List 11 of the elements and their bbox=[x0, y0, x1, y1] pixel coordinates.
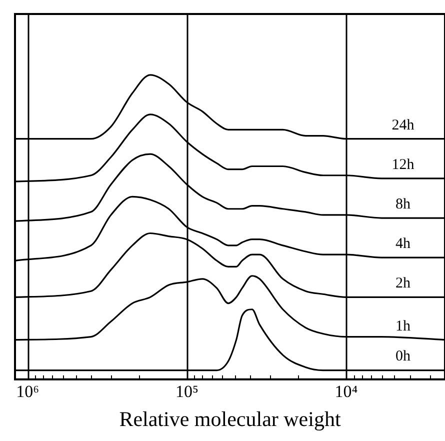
series-label: 4h bbox=[396, 236, 411, 252]
x-tick-label: 10⁵ bbox=[175, 382, 198, 402]
series-label: 0h bbox=[396, 348, 411, 365]
x-tick-label: 10⁶ bbox=[16, 382, 40, 402]
series-label: 12h bbox=[392, 156, 415, 173]
series-label: 1h bbox=[396, 318, 411, 334]
x-tick-label: 10⁴ bbox=[334, 382, 358, 402]
series-label: 2h bbox=[396, 276, 411, 292]
series-label: 8h bbox=[396, 196, 411, 212]
series-label: 24h bbox=[392, 117, 415, 134]
x-axis-title: Relative molecular weight bbox=[119, 406, 341, 431]
